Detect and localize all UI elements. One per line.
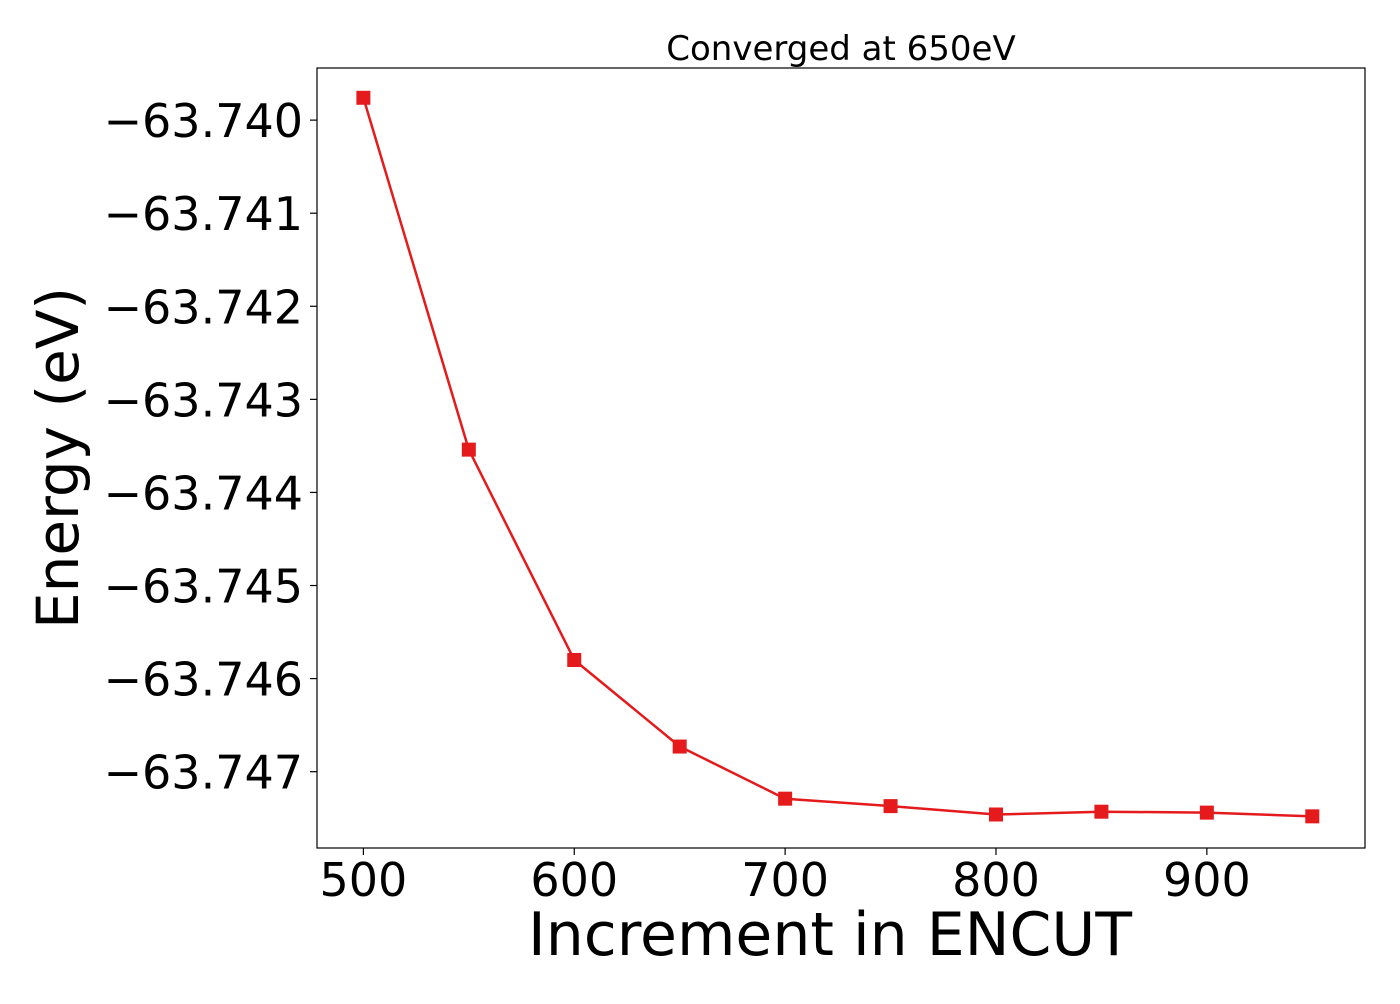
axes xyxy=(316,67,1366,849)
data-point-marker xyxy=(567,652,582,667)
y-tick-label: −63.741 xyxy=(104,187,304,241)
data-point-marker xyxy=(883,799,898,814)
x-axis-ticks: 500 600 700 800 900 xyxy=(319,848,1251,907)
data-point-marker xyxy=(461,442,476,457)
x-tick-label: 500 xyxy=(319,853,407,907)
data-point-marker xyxy=(1094,804,1109,819)
series-layer xyxy=(356,90,1320,824)
y-tick-label: −63.746 xyxy=(104,653,304,707)
data-point-marker xyxy=(988,807,1003,822)
x-tick-label: 900 xyxy=(1163,853,1251,907)
x-tick-label: 600 xyxy=(530,853,618,907)
y-axis-ticks: −63.740 −63.741 −63.742 −63.743 −63.744 −63.7… xyxy=(104,94,317,800)
y-tick-label: −63.747 xyxy=(104,746,304,800)
series-line xyxy=(362,97,1313,818)
data-point-marker xyxy=(356,90,371,105)
y-tick-label: −63.743 xyxy=(104,373,304,427)
y-tick-label: −63.744 xyxy=(104,466,304,520)
data-point-marker xyxy=(672,739,687,754)
x-tick-label: 800 xyxy=(952,853,1040,907)
x-tick-label: 700 xyxy=(741,853,829,907)
x-axis-label: Increment in ENCUT xyxy=(528,900,1132,970)
y-tick-label: −63.745 xyxy=(104,560,304,614)
data-point-marker xyxy=(1305,809,1320,824)
y-axis-label: Energy (eV) xyxy=(24,287,92,629)
data-point-marker xyxy=(778,791,793,806)
chart-title: Converged at 650eV xyxy=(666,29,1015,69)
plot-frame xyxy=(316,67,1366,849)
y-tick-label: −63.742 xyxy=(104,280,304,334)
y-tick-label: −63.740 xyxy=(104,94,304,148)
data-point-marker xyxy=(1199,805,1214,820)
